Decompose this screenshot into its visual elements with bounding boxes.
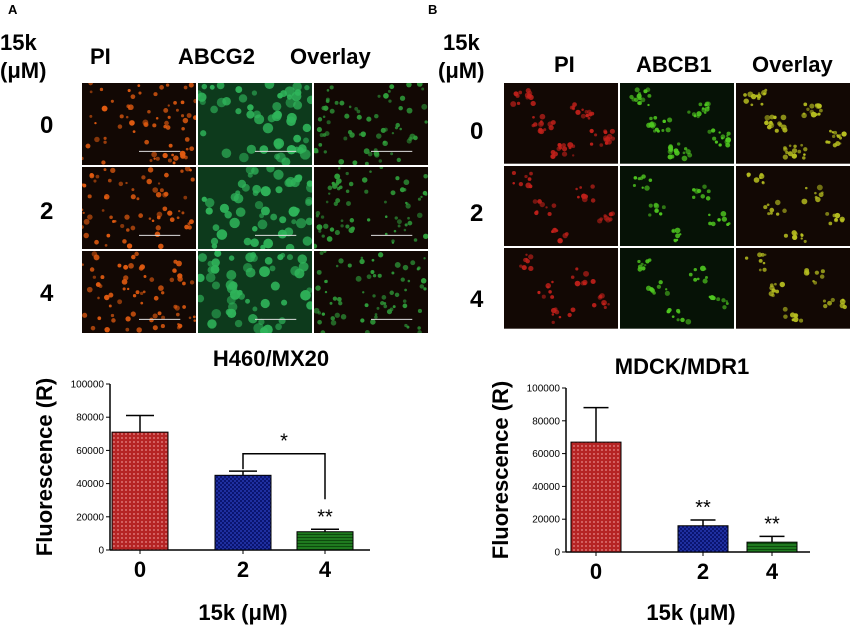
panel-b-row-label: 0: [470, 118, 484, 145]
micrograph-cell: [503, 82, 619, 165]
x-axis-label: 15k (μM): [646, 600, 735, 625]
panel-a-cell-line-title: H460/MX20: [212, 346, 330, 371]
panel-a-col-label: ABCG2: [178, 44, 256, 69]
y-tick-label: 40000: [532, 482, 560, 493]
micrograph-cell: [735, 247, 851, 331]
micrograph-cell: [81, 82, 197, 166]
y-tick-label: 100000: [527, 384, 561, 395]
x-tick-label: 4: [766, 559, 779, 584]
micrograph-cell: [197, 82, 313, 166]
panel-a-conc-label: 15k: [0, 30, 37, 55]
micrograph-cell: [313, 82, 429, 166]
panel-b-letter: B: [428, 2, 438, 17]
bracket-label: *: [280, 431, 288, 453]
micrograph-cell: [619, 247, 735, 331]
panel-a-row-label: 0: [40, 112, 54, 139]
micrograph-cell: [619, 82, 735, 165]
x-tick-label: 0: [590, 559, 602, 584]
panel-b-col-label: PI: [554, 52, 575, 77]
y-tick-label: 100000: [71, 380, 105, 391]
panel-b-row-label: 4: [470, 286, 484, 313]
y-axis-label: Fluorescence (R): [32, 378, 57, 557]
y-tick-label: 0: [554, 548, 560, 559]
panel-b-conc-label: 15k: [443, 30, 480, 55]
panel-b-micrograph-grid: [503, 82, 851, 331]
panel-a-col-label: PI: [90, 44, 111, 69]
y-tick-label: 60000: [76, 446, 104, 457]
panel-b-col-label: ABCB1: [636, 52, 712, 77]
panel-b-conc-unit: (μM): [438, 58, 485, 83]
bar: [214, 474, 272, 551]
panel-b-row-label: 2: [470, 200, 484, 227]
y-tick-label: 60000: [532, 449, 560, 460]
micrograph-cell: [313, 250, 429, 334]
panel-a-col-label: Overlay: [290, 44, 371, 69]
panel-a-row-label: 2: [40, 198, 54, 225]
x-tick-label: 2: [237, 557, 249, 582]
bar: [296, 531, 354, 551]
panel-b-col-label: Overlay: [752, 52, 833, 77]
panel-a-bar-chart: 0 20000 40000 60000 80000 100000 Fluorescence …: [0, 372, 420, 626]
chart-svg: 0 20000 40000 60000 80000 100000 Fluorescence …: [488, 381, 810, 625]
panel-a-conc-unit: (μM): [0, 58, 47, 83]
micrograph-cell: [197, 250, 313, 334]
significance-label: **: [695, 497, 711, 519]
y-tick-label: 80000: [532, 416, 560, 427]
panel-a-row-label: 4: [40, 280, 54, 307]
y-tick-label: 0: [98, 546, 104, 557]
y-tick-label: 20000: [76, 512, 104, 523]
micrograph-cell: [197, 166, 313, 250]
bar: [111, 431, 169, 551]
y-tick-label: 20000: [532, 515, 560, 526]
significance-label: **: [317, 506, 333, 528]
bar: [570, 441, 622, 553]
panel-b-bar-chart: 0 20000 40000 60000 80000 100000 Fluorescence …: [428, 372, 851, 626]
bar: [677, 525, 729, 553]
panel-a-micrograph-grid: [81, 82, 429, 334]
micrograph-cell: [503, 164, 619, 248]
bar: [746, 541, 798, 553]
y-tick-label: 80000: [76, 413, 104, 424]
micrograph-cell: [503, 247, 619, 331]
micrograph-cell: [735, 164, 851, 248]
y-tick-label: 40000: [76, 479, 104, 490]
y-axis-label: Fluorescence (R): [488, 381, 513, 560]
micrograph-cell: [735, 82, 851, 165]
x-tick-label: 2: [697, 559, 709, 584]
comparison-bracket: [242, 452, 326, 500]
micrograph-cell: [313, 166, 429, 250]
x-axis-label: 15k (μM): [198, 600, 287, 625]
micrograph-cell: [81, 166, 197, 250]
significance-label: **: [764, 513, 780, 535]
micrograph-cell: [619, 164, 735, 248]
panel-b-cell-line-title: MDCK/MDR1: [614, 354, 750, 379]
panel-a-letter: A: [8, 2, 18, 17]
chart-svg: 0 20000 40000 60000 80000 100000 Fluorescence …: [32, 378, 370, 625]
micrograph-cell: [81, 250, 197, 334]
x-tick-label: 0: [134, 557, 146, 582]
x-tick-label: 4: [319, 557, 332, 582]
